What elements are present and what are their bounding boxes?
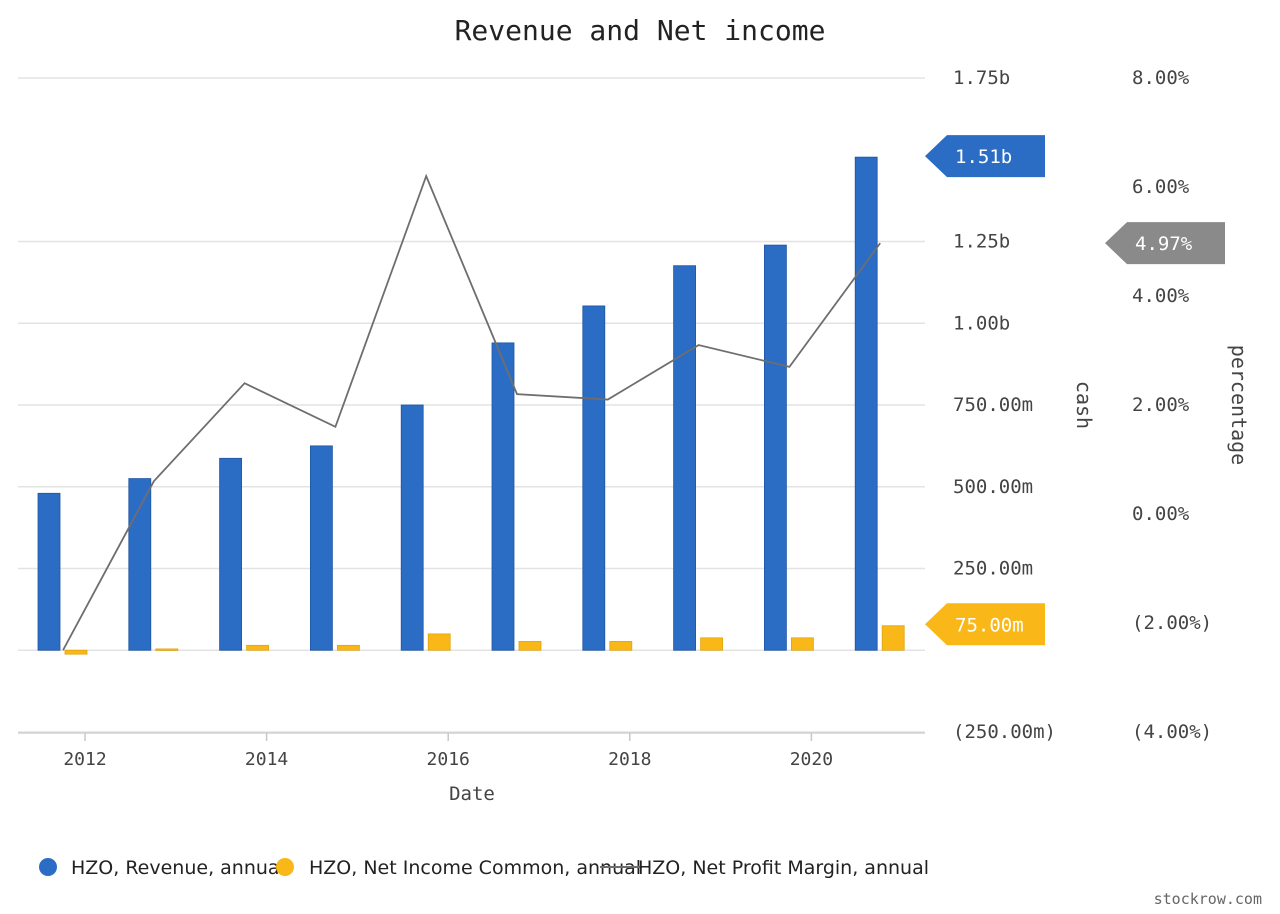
margin-callout-label: 4.97% <box>1135 233 1193 255</box>
revenue-bar <box>37 492 61 651</box>
y-right-axis-label: percentage <box>1227 345 1251 465</box>
y-left-tick-label: 1.00b <box>953 312 1010 334</box>
legend-revenue-swatch <box>39 858 57 876</box>
x-tick-label: 2012 <box>63 749 106 770</box>
net-income-callout-shape <box>925 603 1045 646</box>
net-income-bar <box>427 633 451 651</box>
revenue-bar <box>491 342 515 651</box>
net-income-bar <box>881 625 905 651</box>
y-left-tick-label: 1.25b <box>953 231 1010 253</box>
revenue-callout-label: 1.51b <box>955 146 1012 168</box>
revenue-bar <box>219 457 243 651</box>
x-tick-label: 2018 <box>608 749 651 770</box>
revenue-callout-shape <box>925 135 1045 178</box>
y-left-tick-label: (250.00m) <box>953 721 1056 743</box>
x-axis: 2012 2014 2016 2018 2020 <box>63 733 833 770</box>
y-axis-right: 8.00% 6.00% 4.00% 2.00% 0.00% (2.00%) (4.00%) <box>1132 67 1212 743</box>
y-left-axis-label: cash <box>1072 381 1096 429</box>
revenue-bar <box>400 404 424 651</box>
legend: HZO, Revenue, annua HZO, Net Income Commo… <box>39 857 929 879</box>
y-right-tick-label: (2.00%) <box>1132 612 1212 634</box>
chart-title: Revenue and Net income <box>455 14 826 47</box>
net-income-bar <box>518 641 542 651</box>
net-income-bar <box>64 649 88 655</box>
revenue-bar <box>582 305 606 651</box>
revenue-bar <box>854 156 878 651</box>
x-tick-label: 2014 <box>245 749 288 770</box>
margin-callout-shape <box>1105 222 1225 265</box>
bar-layer <box>37 156 905 655</box>
net-income-bar <box>700 637 723 651</box>
legend-net-income-swatch <box>276 858 294 876</box>
y-left-tick-label: 750.00m <box>953 394 1033 416</box>
net-income-bar <box>246 644 270 651</box>
revenue-bar <box>764 244 787 651</box>
x-tick-label: 2020 <box>790 749 833 770</box>
y-left-tick-label: 250.00m <box>953 558 1033 580</box>
net-profit-margin-line <box>62 173 881 651</box>
revenue-bar <box>128 478 152 651</box>
revenue-bar <box>673 265 696 651</box>
value-callouts: 1.51b 75.00m 4.97% <box>925 135 1225 646</box>
net-income-bar <box>609 641 633 651</box>
net-income-callout-label: 75.00m <box>955 614 1024 636</box>
revenue-bar <box>309 445 333 651</box>
grid-lines <box>18 77 925 734</box>
y-axis-left: 1.75b 1.25b 1.00b 750.00m 500.00m 250.00m (250… <box>953 67 1056 743</box>
y-right-tick-label: 0.00% <box>1132 503 1190 525</box>
y-right-tick-label: (4.00%) <box>1132 721 1212 743</box>
y-right-tick-label: 2.00% <box>1132 394 1190 416</box>
watermark: stockrow.com <box>1154 890 1262 908</box>
legend-net-income-label: HZO, Net Income Common, annual <box>309 857 641 879</box>
line-layer <box>62 173 881 651</box>
y-right-tick-label: 8.00% <box>1132 67 1190 89</box>
net-income-bar <box>336 644 360 651</box>
legend-margin-label: HZO, Net Profit Margin, annual <box>638 857 929 879</box>
net-income-bar <box>791 637 814 651</box>
y-right-tick-label: 6.00% <box>1132 176 1190 198</box>
x-tick-label: 2016 <box>427 749 470 770</box>
y-right-tick-label: 4.00% <box>1132 285 1190 307</box>
net-income-bar <box>155 648 179 651</box>
y-left-tick-label: 1.75b <box>953 67 1010 89</box>
y-left-tick-label: 500.00m <box>953 476 1033 498</box>
x-axis-label: Date <box>449 783 495 805</box>
legend-revenue-label: HZO, Revenue, annua <box>71 857 280 879</box>
